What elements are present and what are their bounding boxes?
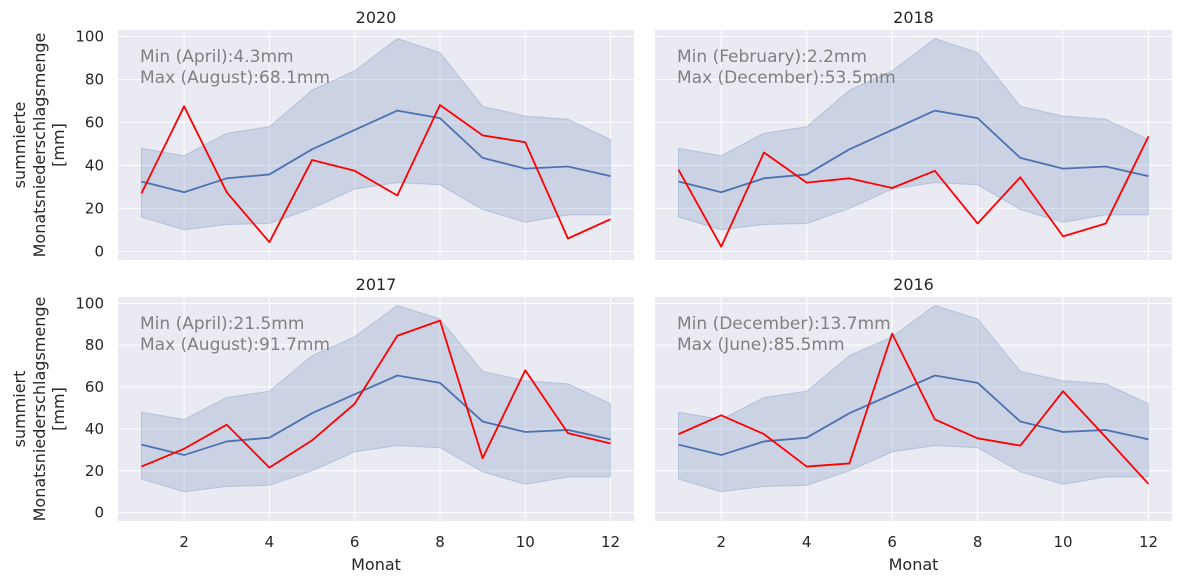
annotation-min: Min (December):13.7mm (677, 314, 891, 334)
series-line-mean (141, 109, 611, 194)
x-tick-label: 10 (516, 533, 535, 551)
panel-title: 2016 (893, 275, 934, 294)
x-tick-label: 12 (1139, 533, 1158, 551)
y-tick-label: 80 (85, 70, 104, 88)
range-band (678, 304, 1149, 493)
plot-area (118, 297, 634, 521)
panel-0: 2020 0 20 40 60 80 100 summierte Monatsniedersch… (10, 8, 634, 260)
panel-title: 2020 (356, 8, 397, 27)
y-axis-label-line: summierte (10, 102, 29, 189)
y-axis-label-line: summiert (10, 371, 29, 448)
x-tick-label: 6 (350, 533, 360, 551)
range-band (140, 304, 612, 493)
series-line-mean (141, 374, 611, 456)
panel-3: 2016 2 4 6 8 10 12 Monat Min (December):13.7mmMa… (655, 275, 1172, 574)
annotation-min: Min (April):4.3mm (140, 47, 294, 67)
x-axis-label: Monat (351, 555, 401, 574)
series-line-year (678, 332, 1150, 485)
series-line-year (140, 104, 611, 244)
y-tick-label: 0 (94, 242, 104, 260)
y-tick-label: 100 (75, 294, 104, 312)
y-tick-label: 0 (94, 504, 104, 522)
series-line-year (141, 319, 611, 469)
plot-area (655, 297, 1172, 521)
y-axis-label-line: Monatsniederschlagsmenge (30, 297, 49, 522)
y-tick-label: 60 (85, 378, 104, 396)
x-tick-label: 6 (887, 533, 897, 551)
x-tick-label: 4 (802, 533, 812, 551)
y-tick-label: 20 (85, 462, 104, 480)
panel-title: 2017 (356, 275, 397, 294)
x-tick-label: 2 (179, 533, 189, 551)
annotation-max: Max (December):53.5mm (677, 68, 896, 88)
plot-area (655, 30, 1172, 260)
y-axis-label-line: [mm] (49, 387, 68, 431)
range-band (140, 38, 612, 231)
y-axis-label-line: [mm] (49, 123, 68, 167)
x-tick-label: 4 (265, 533, 275, 551)
x-tick-label: 10 (1053, 533, 1072, 551)
y-axis-label-line: Monatsniederschlagsmenge (30, 33, 49, 258)
annotation-min: Min (February):2.2mm (677, 47, 867, 67)
y-tick-label: 100 (75, 27, 104, 45)
range-band (678, 38, 1149, 231)
x-tick-label: 12 (601, 533, 620, 551)
y-tick-label: 60 (85, 113, 104, 131)
y-tick-label: 20 (85, 199, 104, 217)
x-tick-label: 8 (435, 533, 445, 551)
annotation-max: Max (June):85.5mm (677, 335, 845, 355)
y-tick-label: 40 (85, 420, 104, 438)
annotation-min: Min (April):21.5mm (140, 314, 304, 334)
x-tick-label: 2 (716, 533, 726, 551)
y-tick-label: 40 (85, 156, 104, 174)
x-tick-label: 8 (973, 533, 983, 551)
panel-2: 2017 0 20 40 60 80 100 2 4 6 8 10 12 Monat summiert Mon… (10, 275, 634, 574)
series-line-mean (678, 109, 1149, 194)
panel-title: 2018 (893, 8, 934, 27)
y-tick-label: 80 (85, 336, 104, 354)
annotation-max: Max (August):91.7mm (140, 335, 330, 355)
series-line-year (677, 136, 1150, 248)
annotation-max: Max (August):68.1mm (140, 68, 330, 88)
series-line-mean (678, 374, 1149, 456)
x-axis-label: Monat (889, 555, 939, 574)
